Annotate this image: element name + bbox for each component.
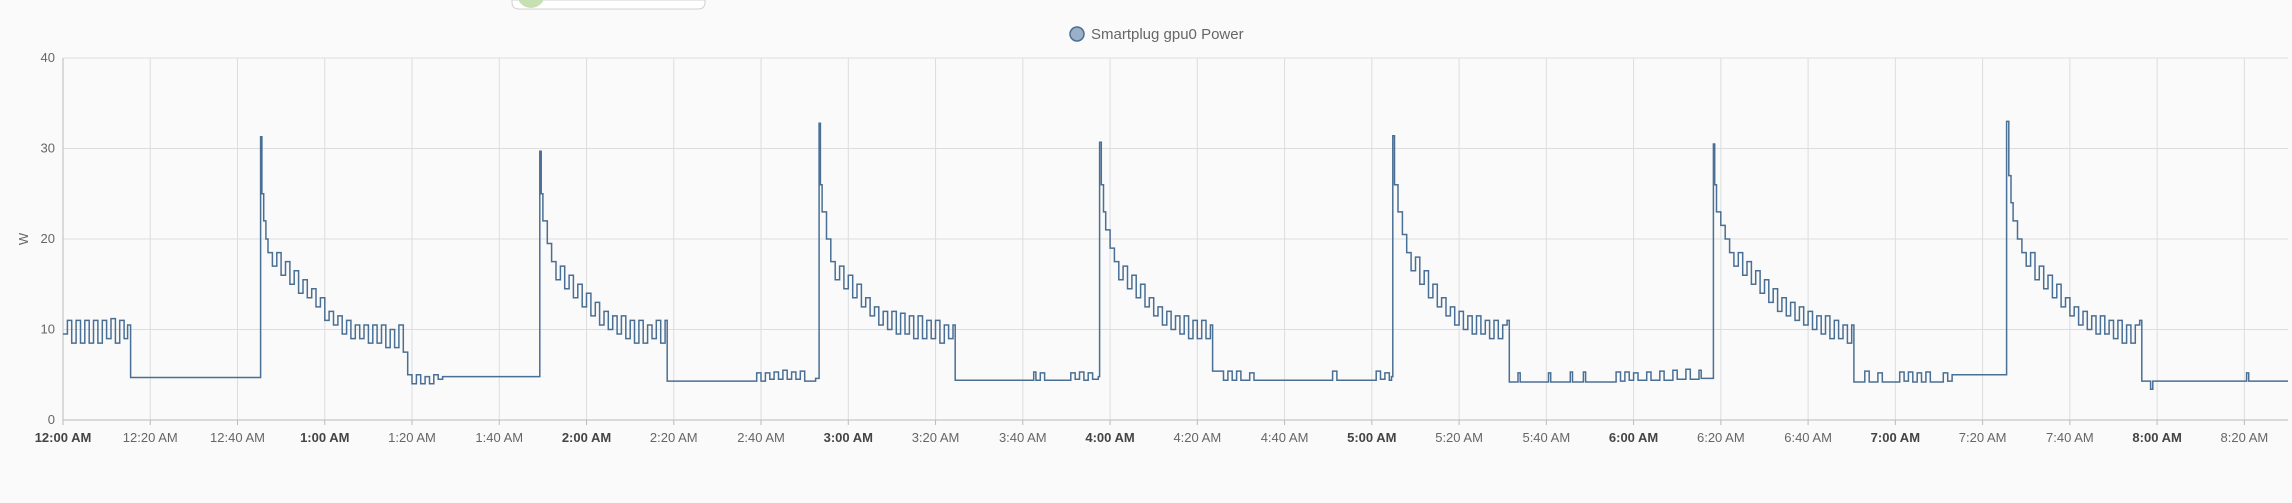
badge-frame (511, 0, 706, 10)
y-tick-label: 20 (41, 231, 55, 246)
x-tick-label: 6:00 AM (1609, 430, 1658, 445)
x-tick-label: 6:40 AM (1784, 430, 1832, 445)
x-tick-label: 1:40 AM (475, 430, 523, 445)
x-tick-label: 12:40 AM (210, 430, 265, 445)
y-axis-label: W (16, 232, 31, 245)
x-tick-label: 8:00 AM (2132, 430, 2181, 445)
x-tick-label: 8:20 AM (2221, 430, 2269, 445)
x-tick-label: 4:40 AM (1261, 430, 1309, 445)
x-tick-label: 4:20 AM (1173, 430, 1221, 445)
x-tick-label: 2:00 AM (562, 430, 611, 445)
x-tick-label: 3:00 AM (824, 430, 873, 445)
x-tick-label: 2:20 AM (650, 430, 698, 445)
x-tick-label: 1:20 AM (388, 430, 436, 445)
y-tick-label: 40 (41, 50, 55, 65)
x-tick-label: 2:40 AM (737, 430, 785, 445)
x-tick-label: 12:20 AM (123, 430, 178, 445)
x-tick-label: 6:20 AM (1697, 430, 1745, 445)
x-tick-label: 7:40 AM (2046, 430, 2094, 445)
chart-legend[interactable]: Smartplug gpu0 Power (1069, 26, 1244, 43)
y-tick-label: 10 (41, 322, 55, 337)
top-badge (511, 0, 706, 10)
y-tick-label: 30 (41, 141, 55, 156)
series-line-0[interactable] (63, 120, 2288, 390)
x-tick-label: 7:00 AM (1871, 430, 1920, 445)
x-tick-label: 3:40 AM (999, 430, 1047, 445)
x-tick-label: 3:20 AM (912, 430, 960, 445)
x-tick-label: 4:00 AM (1085, 430, 1134, 445)
x-tick-label: 5:40 AM (1522, 430, 1570, 445)
y-tick-label: 0 (48, 412, 55, 427)
x-tick-label: 5:00 AM (1347, 430, 1396, 445)
x-tick-label: 12:00 AM (35, 430, 92, 445)
legend-marker-icon (1069, 26, 1085, 42)
x-tick-label: 5:20 AM (1435, 430, 1483, 445)
x-tick-label: 1:00 AM (300, 430, 349, 445)
badge-avatar-icon (518, 0, 544, 8)
x-tick-label: 7:20 AM (1959, 430, 2007, 445)
legend-label: Smartplug gpu0 Power (1091, 26, 1244, 43)
